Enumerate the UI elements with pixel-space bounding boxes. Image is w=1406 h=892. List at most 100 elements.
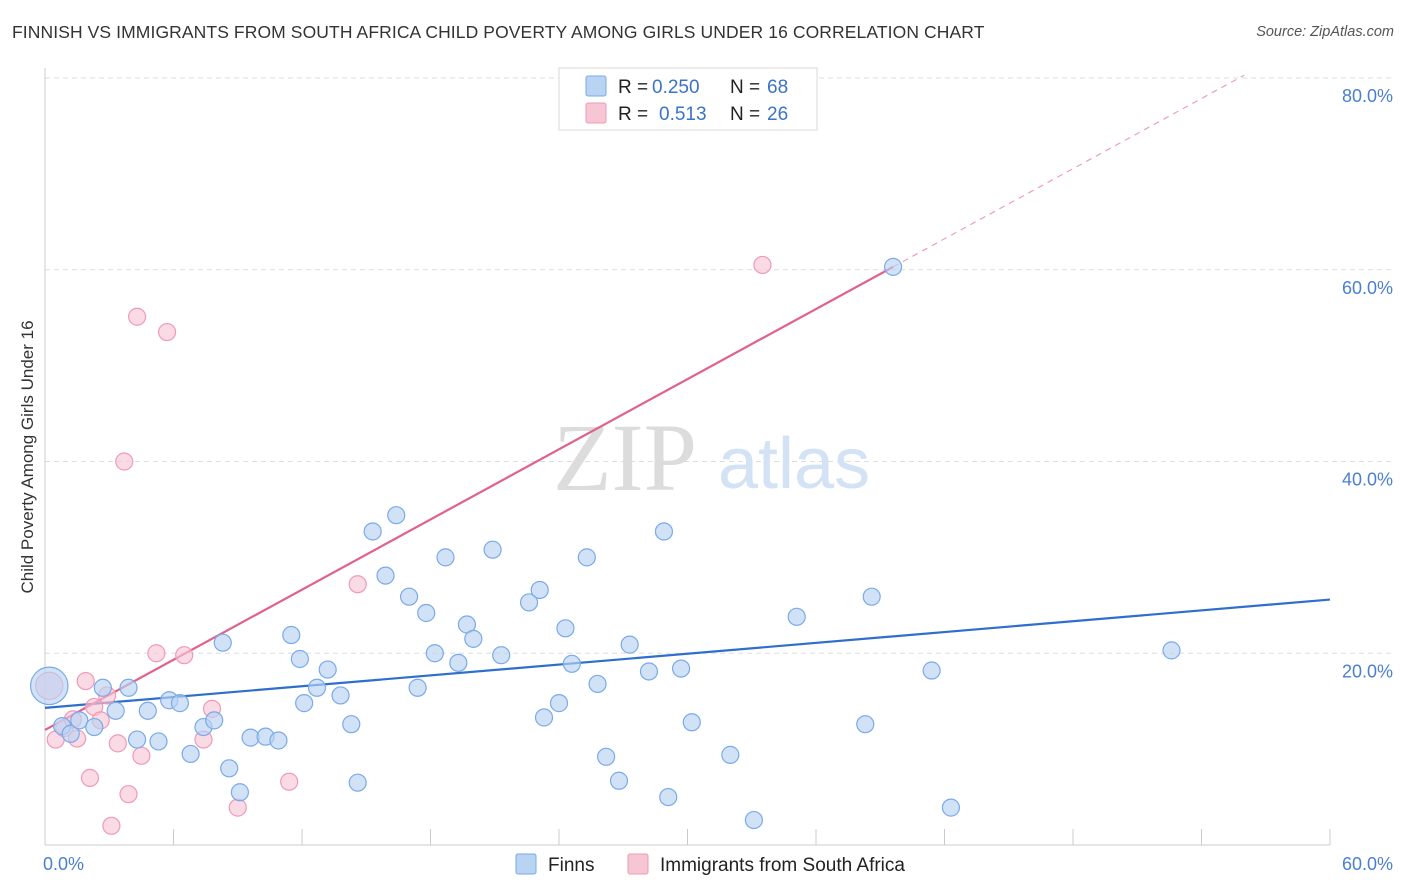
trend-lines (44, 74, 1331, 731)
bottom-legend-swatch-sa (627, 853, 649, 875)
legend-n-value-finns: 68 (767, 77, 788, 98)
point-finns (127, 730, 147, 749)
x-tick-labels: 0.0% 60.0% (43, 854, 1393, 874)
point-finns (562, 654, 581, 673)
point-finns (671, 659, 691, 678)
bottom-legend-label-finns: Finns (548, 855, 594, 876)
point-finns (519, 593, 539, 612)
point-finns (787, 607, 806, 626)
watermark-atlas: atlas (718, 424, 870, 504)
bottom-legend-swatch-finns (515, 853, 537, 875)
point-finns (639, 662, 659, 681)
point-finns (170, 694, 190, 713)
point-finns (883, 257, 903, 276)
series-immigrants-from-south-africa (35, 255, 772, 835)
point-finns (436, 548, 455, 567)
legend-swatch-sa (585, 102, 607, 124)
point-finns (331, 686, 350, 705)
point-finns (922, 661, 941, 680)
legend-r-label-finns: R = (618, 77, 653, 98)
legend: R = 0.250 N = 68 R = 0.513 N = 26 (558, 67, 818, 131)
series-finns (29, 257, 1181, 830)
point-sa (157, 322, 177, 342)
trend-line-finns (44, 598, 1331, 709)
point-finns (682, 713, 701, 732)
point-sa (80, 768, 100, 787)
point-finns (408, 678, 427, 697)
legend-r-value-sa: 0.513 (659, 104, 707, 125)
trend-line-sa-extension (892, 74, 1245, 268)
point-finns (149, 732, 168, 751)
legend-r-value-finns: 0.250 (652, 77, 700, 98)
point-finns (744, 810, 763, 830)
point-finns (449, 653, 468, 672)
point-sa (228, 798, 247, 817)
point-finns (307, 678, 327, 697)
chart-title: FINNISH VS IMMIGRANTS FROM SOUTH AFRICA … (12, 22, 985, 42)
point-finns (425, 644, 444, 663)
point-finns (29, 666, 69, 706)
point-finns (342, 715, 361, 734)
point-finns (290, 649, 309, 669)
point-finns (269, 731, 288, 750)
point-sa (132, 746, 151, 765)
point-sa (102, 816, 121, 835)
point-sa (175, 646, 194, 665)
point-finns (363, 522, 382, 541)
y-tick-labels: 20.0% 40.0% 60.0% 80.0% (1342, 86, 1393, 681)
legend-r-label-sa: R = (618, 104, 653, 125)
x-tick-label-0: 0.0% (43, 854, 84, 874)
point-finns (205, 711, 224, 730)
y-tick-label-60: 60.0% (1342, 278, 1393, 298)
point-finns (464, 629, 483, 648)
watermark: ZIP atlas (553, 404, 870, 511)
watermark-zip: ZIP (553, 404, 697, 511)
y-tick-label-40: 40.0% (1342, 470, 1393, 490)
point-finns (70, 711, 89, 730)
point-finns (1162, 641, 1181, 660)
legend-swatch-finns (585, 75, 607, 97)
point-finns (138, 701, 157, 720)
point-finns (588, 674, 607, 694)
point-sa (753, 255, 772, 275)
legend-n-label-finns: N = (730, 77, 765, 98)
point-finns (530, 580, 549, 600)
point-finns (492, 646, 511, 665)
point-finns (220, 759, 239, 778)
x-tick-label-60: 60.0% (1342, 854, 1393, 874)
point-finns (597, 747, 616, 766)
point-finns (119, 678, 138, 697)
point-finns (417, 603, 436, 623)
point-sa (115, 452, 134, 471)
point-finns (85, 717, 104, 737)
point-sa (147, 644, 166, 663)
point-finns (376, 566, 395, 585)
point-finns (282, 625, 301, 645)
point-sa (119, 785, 138, 804)
point-finns (93, 678, 112, 697)
point-finns (856, 715, 875, 734)
point-finns (659, 787, 678, 807)
point-finns (577, 548, 596, 567)
point-sa (76, 671, 95, 691)
point-finns (295, 694, 314, 713)
point-finns (61, 724, 80, 743)
point-finns (549, 694, 569, 713)
y-axis-label: Child Poverty Among Girls Under 16 (18, 320, 37, 593)
y-tick-label-20: 20.0% (1342, 661, 1393, 681)
point-finns (654, 522, 674, 541)
point-finns (348, 773, 367, 792)
point-sa (127, 307, 147, 326)
point-finns (620, 635, 639, 654)
bottom-legend-label-sa: Immigrants from South Africa (660, 855, 905, 876)
point-finns (181, 744, 200, 764)
point-finns (941, 798, 961, 817)
point-finns (318, 660, 337, 679)
point-finns (230, 783, 249, 802)
bottom-legend: Finns Immigrants from South Africa (515, 853, 905, 876)
point-finns (483, 540, 502, 559)
point-finns (556, 619, 575, 638)
point-sa (348, 575, 367, 594)
point-finns (213, 633, 232, 652)
